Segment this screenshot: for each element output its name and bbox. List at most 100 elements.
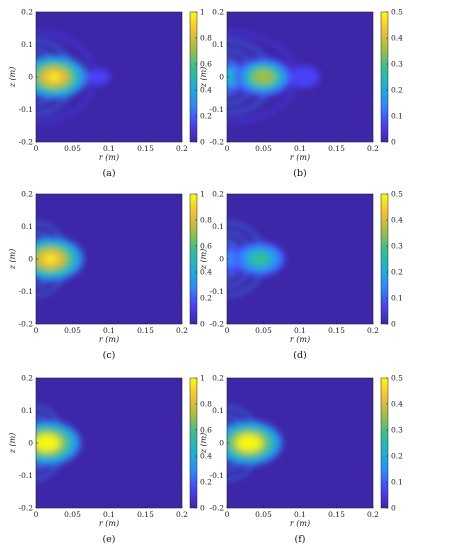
y-tick-label: -0.2 — [210, 138, 225, 147]
y-tick-label: 0 — [28, 73, 33, 82]
colorbar-tick-label: 0.6 — [200, 242, 212, 251]
colorbar-tick-label: 0.4 — [200, 452, 212, 461]
x-axis-label: r (m) — [290, 335, 310, 344]
x-tick-label: 0.15 — [137, 326, 154, 335]
x-tick-label: 0.2 — [176, 326, 188, 335]
y-tick-label: 0.1 — [21, 222, 33, 231]
colorbar-tick-label: 0.4 — [391, 400, 403, 409]
x-tick-label: 0.1 — [294, 510, 306, 519]
panel-e: 0 0.05 0.1 0.15 0.2 0.2 0.1 0 -0.1 -0.2 r (m) z (m)… — [8, 374, 212, 546]
colorbar — [380, 11, 389, 143]
colorbar-tick-label: 0.2 — [200, 478, 212, 487]
panel-caption: (e) — [102, 534, 115, 545]
colorbar-tick-label: 0.2 — [391, 452, 403, 461]
x-tick-label: 0.2 — [367, 144, 379, 153]
y-tick-label: 0.1 — [21, 40, 33, 49]
field-peak — [243, 439, 254, 447]
colorbar — [380, 377, 389, 509]
panel-d: 0 0.05 0.1 0.15 0.2 0.2 0.1 0 -0.1 -0.2 r (m) z (m)… — [199, 190, 403, 362]
y-tick-label: 0 — [28, 439, 33, 448]
y-tick-label: 0.2 — [21, 374, 33, 383]
y-tick-label: 0.1 — [212, 222, 224, 231]
y-axis-label: z (m) — [8, 433, 17, 455]
colorbar-tick-label: 0.2 — [391, 268, 403, 277]
x-tick-label: 0.1 — [294, 144, 306, 153]
colorbar-tick-label: 0.5 — [391, 374, 403, 383]
colorbar-tick-label: 0.3 — [391, 60, 403, 69]
colorbar-tick-label: 0.8 — [200, 216, 212, 225]
y-tick-label: -0.1 — [210, 287, 224, 296]
y-axis-label: z (m) — [8, 249, 17, 271]
y-tick-label: 0.2 — [212, 374, 224, 383]
y-tick-label: -0.1 — [210, 105, 224, 114]
y-tick-label: 0 — [219, 255, 224, 264]
colorbar-tick-label: 0.2 — [200, 112, 212, 121]
x-tick-label: 0.05 — [255, 326, 272, 335]
x-tick-label: 0 — [225, 144, 230, 153]
x-tick-label: 0.2 — [176, 510, 188, 519]
colorbar-tick-label: 0.5 — [391, 190, 403, 199]
colorbar-tick-label: 0.2 — [200, 294, 212, 303]
panel-c: 0 0.05 0.1 0.15 0.2 0.2 0.1 0 -0.1 -0.2 r (m) z (m)… — [8, 190, 212, 362]
x-tick-label: 0.2 — [367, 510, 379, 519]
y-axis-label: z (m) — [199, 67, 208, 89]
y-axis-label: z (m) — [199, 249, 208, 271]
colorbar-tick-label: 0 — [200, 504, 205, 513]
colorbar-tick-label: 0 — [200, 320, 205, 329]
colorbar-tick-label: 1 — [200, 190, 205, 199]
y-tick-label: 0.2 — [21, 190, 33, 199]
colorbar-tick-label: 0.3 — [391, 426, 403, 435]
colorbar-tick-label: 0.8 — [200, 34, 212, 43]
colorbar-tick-label: 0 — [391, 504, 396, 513]
x-tick-label: 0 — [225, 326, 230, 335]
colorbar-tick-label: 0.4 — [391, 216, 403, 225]
colorbar-tick-label: 0.1 — [391, 294, 403, 303]
y-tick-label: 0.1 — [212, 406, 224, 415]
colorbar-tick-label: 1 — [200, 8, 205, 17]
x-tick-label: 0.15 — [328, 326, 345, 335]
colorbar-tick-label: 0.2 — [391, 86, 403, 95]
y-tick-label: -0.2 — [19, 320, 34, 329]
x-tick-label: 0.15 — [137, 144, 154, 153]
x-tick-label: 0.2 — [176, 144, 188, 153]
x-tick-label: 0.05 — [64, 510, 81, 519]
colorbar-tick-label: 0 — [391, 320, 396, 329]
y-tick-label: -0.1 — [19, 105, 33, 114]
colorbar — [189, 377, 198, 509]
colorbar — [189, 11, 198, 143]
y-tick-label: 0.2 — [212, 190, 224, 199]
colorbar-tick-label: 0 — [391, 138, 396, 147]
colorbar-tick-label: 0.4 — [391, 34, 403, 43]
x-tick-label: 0 — [34, 326, 39, 335]
panel-caption: (b) — [293, 168, 307, 179]
y-tick-label: -0.2 — [210, 320, 225, 329]
y-tick-label: 0.2 — [21, 8, 33, 17]
y-axis-label: z (m) — [8, 67, 17, 89]
x-tick-label: 0.05 — [255, 510, 272, 519]
panel-caption: (a) — [102, 168, 115, 179]
x-axis-label: r (m) — [290, 519, 310, 528]
panel-a: 0 0.05 0.1 0.15 0.2 0.2 0.1 0 -0.1 -0.2 r (m) z (m)… — [8, 8, 212, 180]
field-peak — [258, 73, 269, 81]
panel-caption: (f) — [295, 534, 306, 545]
y-tick-label: -0.1 — [19, 471, 33, 480]
x-tick-label: 0.05 — [255, 144, 272, 153]
y-tick-label: 0 — [28, 255, 33, 264]
x-tick-label: 0 — [34, 144, 39, 153]
y-tick-label: 0 — [219, 73, 224, 82]
colorbar-tick-label: 0.4 — [200, 86, 212, 95]
y-tick-label: 0.2 — [212, 8, 224, 17]
field-peak — [49, 73, 60, 81]
colorbar-tick-label: 0 — [200, 138, 205, 147]
colorbar-tick-label: 0.1 — [391, 112, 403, 121]
y-tick-label: -0.1 — [19, 287, 33, 296]
panel-caption: (d) — [293, 350, 307, 361]
colorbar — [380, 193, 389, 325]
x-tick-label: 0.15 — [328, 144, 345, 153]
x-tick-label: 0.15 — [328, 510, 345, 519]
x-tick-label: 0.1 — [103, 326, 115, 335]
field-peak — [254, 255, 265, 263]
panel-caption: (c) — [103, 350, 116, 361]
y-tick-label: -0.1 — [210, 471, 224, 480]
